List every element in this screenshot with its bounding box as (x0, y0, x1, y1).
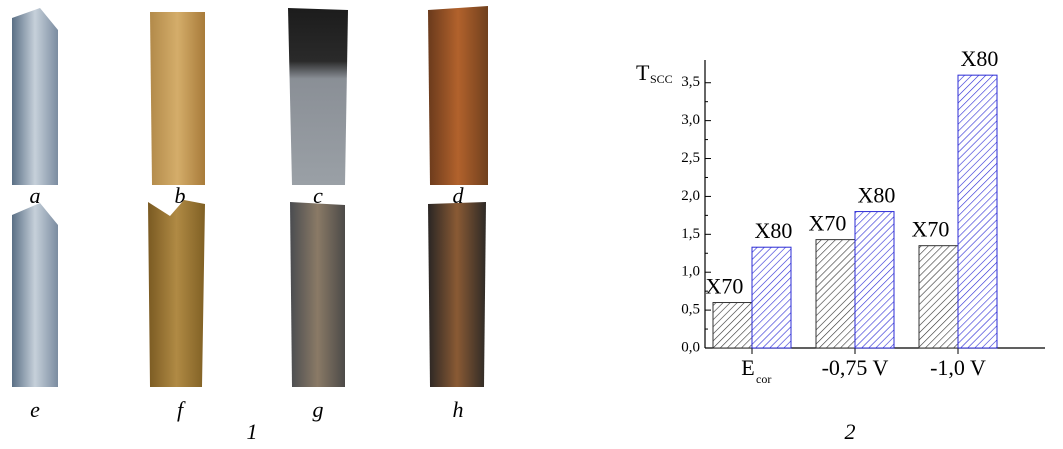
bar-label: X80 (961, 46, 999, 71)
photo (148, 200, 205, 387)
figure: a b c d e f g h 1 0,0 0,5 1,0 1,5 2,0 2,5 3,0 3,5 TSCC Eco… (0, 0, 1063, 444)
bar (958, 75, 997, 348)
photo-label: b (175, 183, 186, 208)
x-tick-label: E (741, 355, 754, 380)
bar-label: X70 (809, 211, 847, 236)
photo (428, 6, 488, 185)
x-tick-label: -1,0 V (930, 355, 986, 380)
bar (713, 303, 752, 348)
y-tick-label: 0,0 (681, 339, 700, 355)
y-axis-label-sub: SCC (650, 72, 673, 86)
photo-label: c (313, 183, 323, 208)
bar (752, 247, 791, 348)
y-tick-label: 1,5 (681, 226, 700, 242)
photo-label: a (30, 183, 41, 208)
bar (855, 212, 894, 348)
y-tick-label: 2,0 (681, 188, 700, 204)
y-tick-label: 3,0 (681, 112, 700, 128)
bar (919, 246, 958, 348)
bar-label: X80 (858, 183, 896, 208)
photo (12, 8, 58, 185)
photo (290, 202, 345, 387)
bar-label: X70 (706, 274, 744, 299)
panel-number: 1 (247, 419, 258, 444)
bar-label: X80 (755, 218, 793, 243)
photo (428, 202, 486, 387)
x-tick-label-sub: cor (756, 372, 771, 386)
bar-label: X70 (912, 217, 950, 242)
y-tick-label: 0,5 (681, 302, 700, 318)
bar (816, 240, 855, 348)
photo-label: f (177, 397, 186, 422)
panel-number: 2 (845, 419, 856, 444)
y-tick-label: 2,5 (681, 150, 700, 166)
photo-label: g (313, 397, 324, 422)
y-axis-label: T (636, 60, 650, 85)
x-tick-label: -0,75 V (822, 355, 889, 380)
photo (150, 12, 205, 185)
photos (12, 6, 488, 387)
photo (12, 203, 58, 387)
photo-label: h (453, 397, 464, 422)
photo (288, 8, 348, 185)
photo-label: d (453, 183, 465, 208)
y-tick-label: 3,5 (681, 74, 700, 90)
y-tick-label: 1,0 (681, 264, 700, 280)
photo-label: e (30, 397, 40, 422)
